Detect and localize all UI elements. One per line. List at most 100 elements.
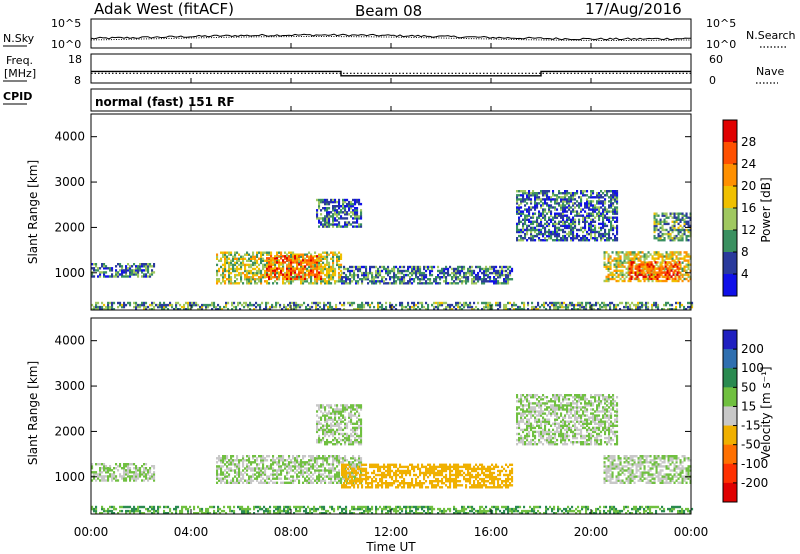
- data-cell: [499, 271, 502, 275]
- data-cell: [592, 237, 595, 240]
- data-cell: [345, 267, 348, 271]
- data-cell: [516, 194, 519, 197]
- data-cell: [665, 257, 668, 260]
- data-cell: [657, 265, 660, 268]
- data-cell: [131, 265, 134, 268]
- data-cell: [625, 303, 628, 307]
- data-cell: [373, 278, 376, 281]
- data-cell: [545, 308, 548, 311]
- data-cell: [197, 303, 200, 307]
- data-cell: [183, 308, 186, 311]
- data-cell: [328, 418, 331, 421]
- data-cell: [616, 239, 619, 242]
- data-cell: [332, 434, 335, 438]
- data-cell: [594, 228, 597, 232]
- data-cell: [248, 265, 251, 269]
- data-cell: [611, 273, 614, 277]
- data-cell: [97, 473, 100, 476]
- data-cell: [623, 305, 626, 309]
- data-cell: [637, 279, 640, 283]
- data-cell: [355, 280, 358, 283]
- data-cell: [300, 267, 303, 270]
- data-cell: [631, 259, 634, 262]
- data-cell: [437, 269, 440, 273]
- sky-bottom-tick: 10^0: [51, 38, 81, 51]
- data-cell: [558, 190, 561, 193]
- data-cell: [236, 265, 239, 269]
- data-cell: [576, 232, 579, 236]
- data-cell: [185, 308, 188, 311]
- data-cell: [461, 267, 464, 271]
- data-cell: [407, 273, 410, 277]
- data-cell: [647, 279, 650, 283]
- data-cell: [677, 228, 680, 232]
- data-cell: [224, 459, 227, 462]
- data-cell: [395, 265, 398, 269]
- data-cell: [552, 224, 555, 228]
- data-cell: [351, 301, 354, 305]
- data-cell: [381, 308, 384, 311]
- data-cell: [570, 206, 573, 209]
- data-cell: [520, 200, 523, 203]
- data-cell: [336, 457, 339, 460]
- data-cell: [377, 269, 380, 273]
- data-cell: [228, 253, 231, 256]
- data-cell: [308, 481, 311, 484]
- data-cell: [350, 463, 353, 466]
- data-cell: [123, 301, 126, 305]
- data-cell: [641, 267, 644, 270]
- data-cell: [536, 216, 539, 219]
- data-cell: [322, 200, 325, 204]
- data-cell: [288, 481, 291, 484]
- data-cell: [129, 467, 132, 470]
- data-cell: [270, 259, 273, 262]
- data-cell: [524, 228, 527, 232]
- data-cell: [220, 481, 223, 484]
- data-cell: [596, 214, 599, 217]
- data-cell: [318, 225, 321, 228]
- data-cell: [224, 475, 227, 478]
- data-cell: [350, 420, 353, 423]
- data-cell: [423, 271, 426, 275]
- data-cell: [572, 202, 575, 205]
- data-cell: [427, 303, 430, 307]
- data-cell: [681, 273, 684, 277]
- data-cell: [516, 237, 519, 240]
- data-cell: [111, 275, 114, 278]
- data-cell: [280, 273, 283, 276]
- data-cell: [338, 410, 341, 413]
- data-cell: [211, 308, 214, 311]
- data-cell: [640, 271, 643, 274]
- data-cell: [375, 282, 378, 285]
- data-cell: [586, 200, 589, 203]
- data-cell: [240, 267, 243, 271]
- data-cell: [415, 271, 418, 275]
- data-cell: [145, 263, 148, 266]
- data-cell: [253, 308, 256, 311]
- data-cell: [679, 212, 682, 215]
- data-cell: [550, 234, 553, 238]
- data-cell: [91, 303, 94, 307]
- data-cell: [219, 308, 222, 311]
- data-cell: [300, 463, 303, 466]
- data-cell: [266, 263, 269, 267]
- data-cell: [503, 278, 506, 281]
- data-cell: [350, 205, 353, 208]
- data-cell: [246, 280, 249, 283]
- data-cell: [260, 471, 263, 474]
- data-cell: [534, 194, 537, 197]
- data-cell: [306, 461, 309, 464]
- data-cell: [258, 469, 261, 472]
- data-cell: [613, 305, 616, 309]
- data-cell: [509, 273, 512, 277]
- data-cell: [280, 257, 283, 260]
- data-cell: [681, 232, 684, 236]
- data-cell: [656, 273, 659, 276]
- data-cell: [254, 461, 257, 464]
- data-cell: [244, 269, 247, 273]
- data-cell: [572, 204, 575, 207]
- data-cell: [600, 237, 603, 240]
- data-cell: [354, 441, 357, 444]
- data-cell: [677, 279, 680, 283]
- data-cell: [344, 408, 347, 411]
